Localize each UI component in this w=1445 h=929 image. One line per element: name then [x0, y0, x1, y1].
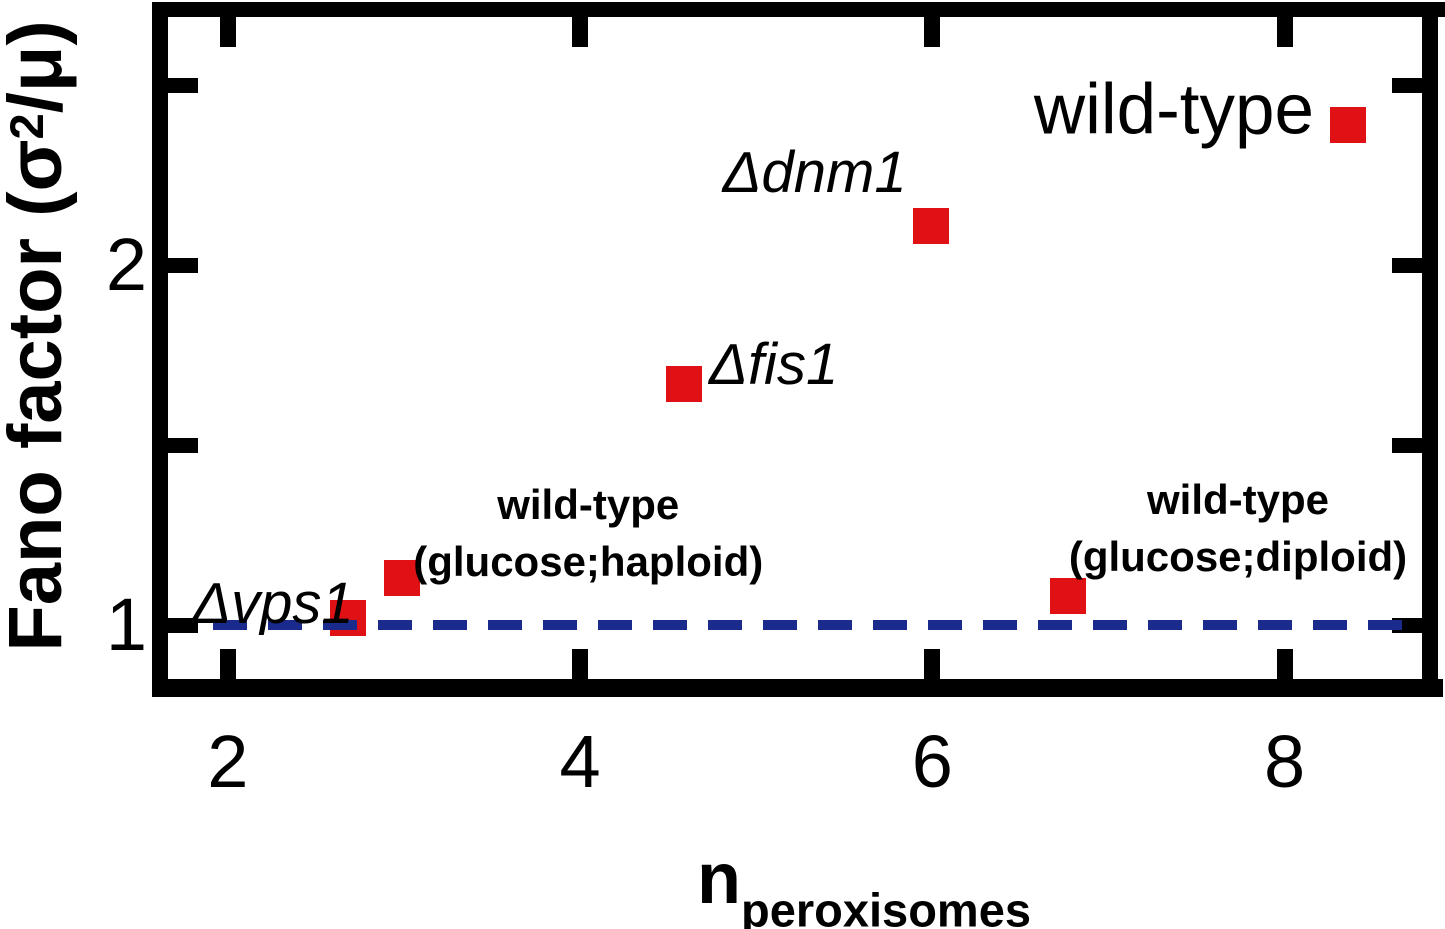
plot-frame-bottom [152, 679, 1443, 697]
point-label-line: (glucose;haploid) [413, 538, 764, 586]
x-axis-title-subscript: peroxisomes [741, 883, 1031, 929]
y-tick-left [168, 257, 198, 273]
y-tick-label: 2 [105, 223, 147, 307]
y-tick-left [168, 437, 198, 453]
x-tick-top [572, 17, 589, 47]
plot-frame-left [152, 2, 168, 697]
y-tick-right [1392, 257, 1422, 273]
x-tick-top [924, 17, 941, 47]
y-tick-right [1392, 437, 1422, 453]
data-point-wt-glucose-diploid [1049, 578, 1086, 615]
point-label-vps1: Δvps1 [192, 570, 354, 636]
point-label-dnm1: Δdnm1 [722, 139, 907, 205]
point-label-wt-glucose-haploid: wild-type (glucose;haploid) [413, 476, 763, 590]
point-label-fis1: Δfis1 [709, 331, 839, 397]
data-point-fis1 [666, 365, 703, 402]
x-tick-label: 8 [1264, 720, 1306, 803]
x-tick-bottom [219, 649, 236, 679]
x-tick-label: 4 [559, 720, 601, 803]
reference-line-fano-1 [213, 620, 1422, 631]
x-axis-title-main: n [697, 838, 742, 919]
x-axis-title: nperoxisomes [697, 843, 1031, 929]
point-label-wt-glucose-diploid: wild-type (glucose;diploid) [1069, 471, 1407, 585]
point-label-wild-type: wild-type [1034, 74, 1314, 145]
plot-frame-top [152, 2, 1445, 17]
point-label-line: Δdnm1 [722, 139, 907, 205]
y-tick-left [168, 77, 198, 93]
y-tick-left [168, 617, 198, 633]
data-point-wild-type [1330, 106, 1367, 143]
data-point-wt-glucose-haploid [384, 560, 421, 597]
y-tick-right [1392, 77, 1422, 93]
y-tick-label: 1 [105, 583, 147, 667]
x-tick-bottom [924, 649, 941, 679]
plot-frame-right [1422, 2, 1438, 697]
x-tick-label: 2 [207, 720, 249, 803]
x-tick-label: 6 [911, 720, 953, 803]
point-label-line: wild-type [1146, 476, 1329, 524]
x-tick-top [1276, 17, 1293, 47]
point-label-line: (glucose;diploid) [1068, 533, 1408, 581]
x-tick-top [219, 17, 236, 47]
point-label-line: wild-type [1033, 70, 1315, 150]
x-tick-bottom [572, 649, 589, 679]
x-tick-bottom [1276, 649, 1293, 679]
data-point-dnm1 [912, 207, 949, 244]
point-label-line: wild-type [497, 481, 680, 529]
point-label-line: Δvps1 [192, 570, 354, 636]
point-label-line: Δfis1 [709, 331, 839, 397]
